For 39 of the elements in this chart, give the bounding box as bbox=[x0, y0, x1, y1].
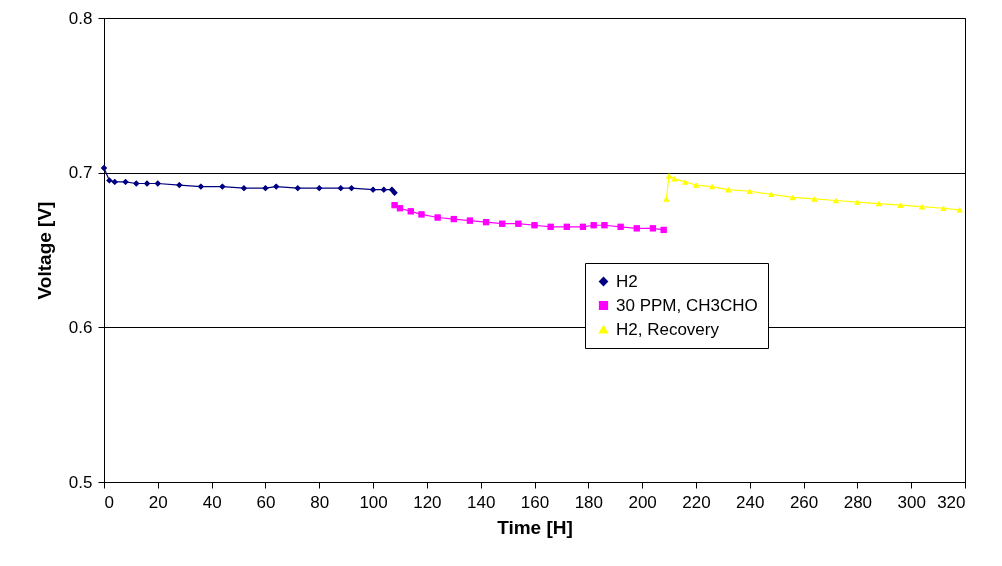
legend-label: 30 PPM, CH3CHO bbox=[616, 295, 758, 315]
x-tick-label: 120 bbox=[413, 492, 442, 512]
point bbox=[956, 207, 963, 213]
x-tick-label: 20 bbox=[148, 492, 168, 512]
x-tick-label: 180 bbox=[574, 492, 603, 512]
x-tick-label: 160 bbox=[520, 492, 550, 512]
x-tick-label: 140 bbox=[467, 492, 496, 512]
point bbox=[854, 199, 861, 205]
x-tick-label: 220 bbox=[682, 492, 711, 512]
x-tick-label: 300 bbox=[897, 492, 926, 512]
point bbox=[418, 211, 425, 218]
point bbox=[811, 196, 818, 202]
point bbox=[940, 205, 947, 211]
x-tick-label: 320 bbox=[937, 492, 966, 512]
x-tick-label: 200 bbox=[628, 492, 657, 512]
x-tick-label: 280 bbox=[843, 492, 873, 512]
point bbox=[515, 220, 522, 227]
x-tick-label: 0 bbox=[104, 492, 114, 512]
point bbox=[133, 180, 140, 187]
y-tick-label: 0.7 bbox=[68, 163, 93, 183]
legend-label: H2, Recovery bbox=[616, 319, 720, 339]
point bbox=[663, 196, 670, 202]
y-axis-title: Voltage [V] bbox=[33, 201, 55, 300]
x-tick-label: 240 bbox=[736, 492, 765, 512]
legend-label: H2 bbox=[616, 271, 638, 291]
x-tick-label: 80 bbox=[310, 492, 330, 512]
x-tick-label: 260 bbox=[789, 492, 819, 512]
point bbox=[219, 183, 226, 190]
point bbox=[897, 202, 904, 208]
x-tick-label: 40 bbox=[202, 492, 222, 512]
y-tick-label: 0.6 bbox=[68, 317, 93, 337]
x-tick-label: 100 bbox=[359, 492, 388, 512]
point bbox=[106, 177, 113, 184]
x-tick-label: 60 bbox=[256, 492, 276, 512]
point bbox=[671, 176, 678, 182]
y-tick-label: 0.8 bbox=[68, 8, 93, 28]
y-tick-label: 0.5 bbox=[68, 472, 93, 492]
x-axis-title: Time [H] bbox=[497, 516, 573, 538]
point bbox=[434, 214, 441, 221]
